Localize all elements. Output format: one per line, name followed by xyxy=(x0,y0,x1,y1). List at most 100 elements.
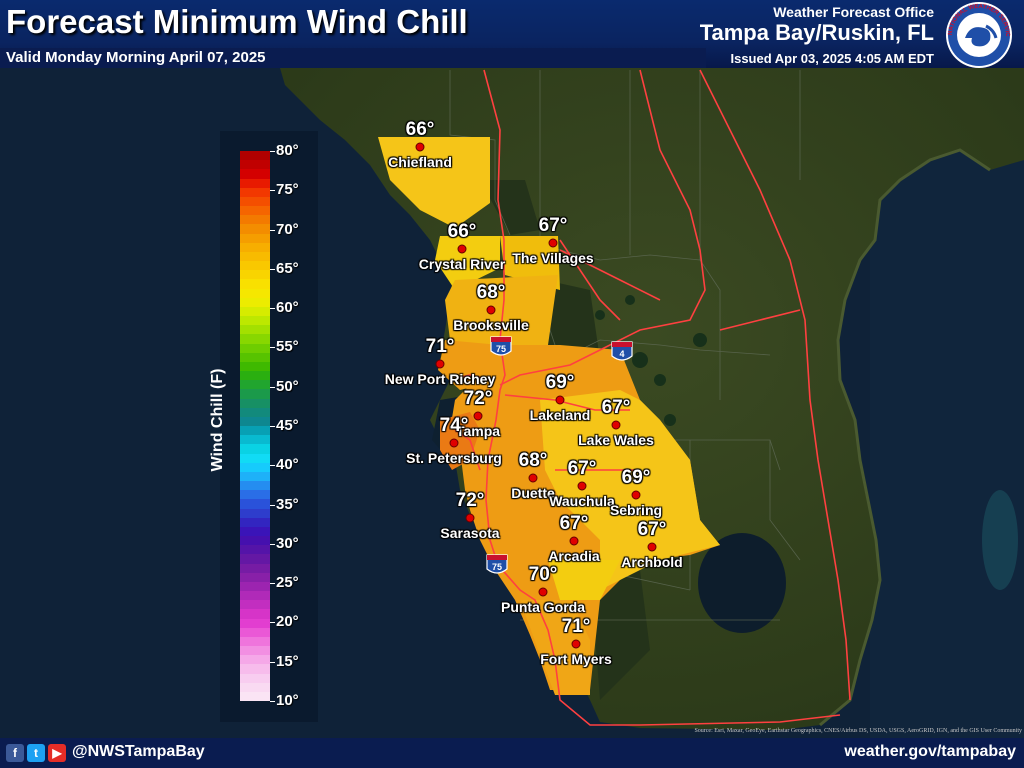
page-title: Forecast Minimum Wind Chill xyxy=(6,3,468,40)
legend-swatch xyxy=(240,655,270,665)
youtube-icon[interactable]: ▶ xyxy=(48,744,66,762)
legend-tick-mark xyxy=(270,543,275,545)
legend-tick-mark xyxy=(270,308,275,310)
legend-swatch xyxy=(240,627,270,638)
legend-swatch xyxy=(240,206,270,216)
legend-swatch xyxy=(240,261,270,271)
forecast-grid xyxy=(378,137,720,695)
city-name: Punta Gorda xyxy=(500,599,586,615)
website-link[interactable]: weather.gov/tampabay xyxy=(844,743,1016,760)
city-name: Lake Wales xyxy=(578,432,654,448)
city-name: Brooksville xyxy=(453,317,529,333)
facebook-icon[interactable]: f xyxy=(6,744,24,762)
legend-tick-mark xyxy=(270,622,275,624)
city-marker xyxy=(435,359,445,369)
florida-land xyxy=(280,68,1024,730)
issued-time: Issued Apr 03, 2025 4:05 AM EDT xyxy=(730,51,934,66)
legend-tick-mark xyxy=(270,386,275,388)
wind-chill-value: 67° xyxy=(559,513,589,534)
wind-chill-value: 70° xyxy=(528,564,558,585)
office-name: Tampa Bay/Ruskin, FL xyxy=(699,20,934,45)
legend-tick-label: 55° xyxy=(276,338,299,356)
wind-chill-value: 71° xyxy=(561,616,591,637)
legend-tick-label: 20° xyxy=(276,613,299,631)
legend-swatch xyxy=(240,444,270,454)
city-marker xyxy=(457,244,467,254)
wind-chill-value: 69° xyxy=(545,372,575,393)
legend-swatch xyxy=(240,481,270,491)
legend-swatch xyxy=(240,416,270,427)
legend-tick-mark xyxy=(270,268,275,270)
footer-bar: f t ▶ @NWSTampaBay weather.gov/tampabay xyxy=(0,738,1024,768)
legend-tick-mark xyxy=(270,583,275,585)
legend-tick-label: 60° xyxy=(276,299,299,317)
twitter-handle[interactable]: @NWSTampaBay xyxy=(72,743,205,760)
legend-tick-label: 45° xyxy=(276,417,299,434)
city-marker xyxy=(449,438,459,448)
city-marker xyxy=(555,395,565,405)
legend-swatch xyxy=(240,646,270,656)
legend-swatch xyxy=(240,297,270,308)
legend-swatch xyxy=(240,151,270,161)
i75-shield-north: 75 xyxy=(490,336,512,356)
bahamas-shoal xyxy=(982,490,1018,590)
valid-time: Valid Monday Morning April 07, 2025 xyxy=(0,48,706,68)
legend-swatch xyxy=(240,279,270,289)
city-name: Sarasota xyxy=(440,525,500,541)
city-marker xyxy=(486,305,496,315)
legend-swatch xyxy=(240,380,270,390)
legend-tick-label: 40° xyxy=(276,456,299,474)
legend-swatch xyxy=(240,435,270,445)
city-marker xyxy=(611,420,621,430)
legend-tick-mark xyxy=(270,347,275,349)
legend-swatch xyxy=(240,334,270,344)
city-marker xyxy=(631,490,641,500)
wind-chill-value: 66° xyxy=(447,221,477,242)
wind-chill-value: 67° xyxy=(567,458,597,479)
legend-tick-label: 65° xyxy=(276,259,299,277)
legend-swatch xyxy=(240,306,270,317)
legend-swatch xyxy=(240,563,270,574)
wind-chill-value: 72° xyxy=(455,490,485,511)
city-name: Crystal River xyxy=(418,256,506,272)
legend-tick-mark xyxy=(270,701,275,702)
city-marker xyxy=(465,513,475,523)
city-name: Archbold xyxy=(621,554,683,570)
legend-swatch xyxy=(240,426,270,436)
city-name: New Port Richey xyxy=(384,371,496,387)
legend-swatch xyxy=(240,224,270,234)
lake-okeechobee xyxy=(698,533,786,633)
i4-shield: 4 xyxy=(611,341,633,361)
legend-tick-mark xyxy=(270,151,275,152)
legend-swatch xyxy=(240,673,270,684)
i75-shield-south: 75 xyxy=(486,554,508,574)
legend-swatch xyxy=(240,453,270,464)
city-name: Fort Myers xyxy=(540,651,612,667)
legend-swatch xyxy=(240,178,270,189)
legend-swatch xyxy=(240,270,270,280)
legend-tick-mark xyxy=(270,465,275,467)
city-marker xyxy=(571,639,581,649)
legend-swatch xyxy=(240,352,270,363)
legend-tick-label: 30° xyxy=(276,534,299,552)
city-marker xyxy=(415,142,425,152)
legend-swatch xyxy=(240,233,270,244)
city-name: Chiefland xyxy=(388,154,452,170)
legend-swatch xyxy=(240,508,270,519)
legend-swatch xyxy=(240,609,270,619)
wind-chill-value: 68° xyxy=(518,450,548,471)
city-marker xyxy=(548,238,558,248)
legend-swatch xyxy=(240,581,270,592)
wind-chill-value: 74° xyxy=(439,415,469,436)
legend-tick-label: 15° xyxy=(276,652,299,670)
legend-swatch xyxy=(240,251,270,262)
legend-panel xyxy=(220,131,318,722)
wind-chill-value: 67° xyxy=(637,519,667,540)
coast-edge xyxy=(819,148,991,727)
twitter-icon[interactable]: t xyxy=(27,744,45,762)
legend-swatch xyxy=(240,187,270,198)
legend-swatch xyxy=(240,371,270,381)
legend-swatch xyxy=(240,325,270,335)
city-marker xyxy=(538,587,548,597)
map-credits: Source: Esri, Maxar, GeoEye, Earthstar G… xyxy=(694,728,1022,734)
